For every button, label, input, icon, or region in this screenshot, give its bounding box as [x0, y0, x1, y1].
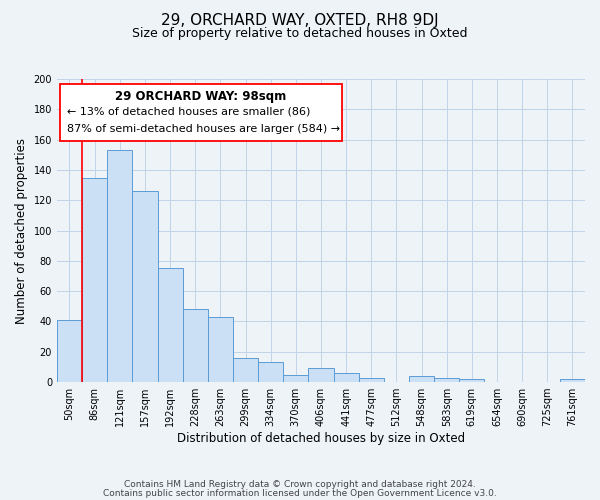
- Bar: [409, 376, 434, 382]
- Text: Size of property relative to detached houses in Oxted: Size of property relative to detached ho…: [132, 28, 468, 40]
- Bar: [283, 374, 308, 382]
- Text: 87% of semi-detached houses are larger (584) →: 87% of semi-detached houses are larger (…: [67, 124, 341, 134]
- X-axis label: Distribution of detached houses by size in Oxted: Distribution of detached houses by size …: [177, 432, 465, 445]
- Bar: [57, 320, 82, 382]
- Bar: [82, 178, 107, 382]
- Text: Contains public sector information licensed under the Open Government Licence v3: Contains public sector information licen…: [103, 488, 497, 498]
- Bar: [233, 358, 258, 382]
- Bar: [208, 317, 233, 382]
- Text: 29 ORCHARD WAY: 98sqm: 29 ORCHARD WAY: 98sqm: [115, 90, 286, 102]
- FancyBboxPatch shape: [59, 84, 342, 141]
- Bar: [560, 379, 585, 382]
- Text: Contains HM Land Registry data © Crown copyright and database right 2024.: Contains HM Land Registry data © Crown c…: [124, 480, 476, 489]
- Bar: [359, 378, 384, 382]
- Text: 29, ORCHARD WAY, OXTED, RH8 9DJ: 29, ORCHARD WAY, OXTED, RH8 9DJ: [161, 12, 439, 28]
- Bar: [158, 268, 182, 382]
- Text: ← 13% of detached houses are smaller (86): ← 13% of detached houses are smaller (86…: [67, 106, 311, 117]
- Bar: [107, 150, 133, 382]
- Bar: [182, 310, 208, 382]
- Bar: [258, 362, 283, 382]
- Bar: [308, 368, 334, 382]
- Y-axis label: Number of detached properties: Number of detached properties: [15, 138, 28, 324]
- Bar: [459, 379, 484, 382]
- Bar: [133, 191, 158, 382]
- Bar: [334, 373, 359, 382]
- Bar: [434, 378, 459, 382]
